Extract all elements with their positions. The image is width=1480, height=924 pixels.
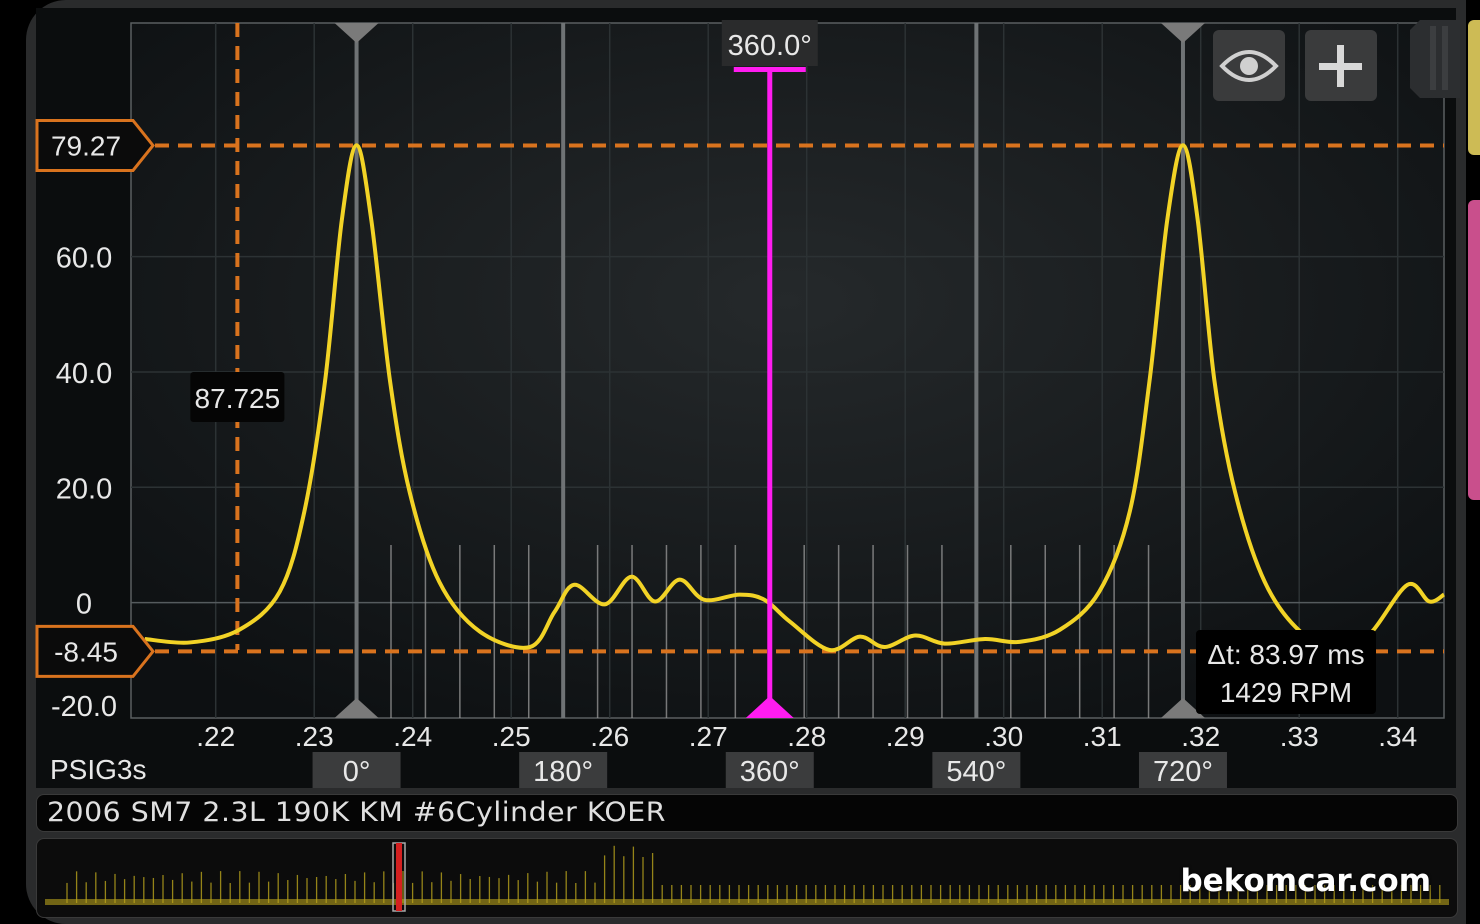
x-tick-label: .32: [1181, 721, 1220, 752]
degree-label-box: [1138, 752, 1227, 788]
cursor-value: -8.45: [54, 636, 118, 667]
x-tick-label: .31: [1083, 721, 1122, 752]
capture-title: 2006 SM7 2.3L 190K KM #6Cylinder KOER: [47, 797, 666, 828]
degree-label: 0°: [343, 756, 371, 788]
panel-drag-handle[interactable]: [1410, 20, 1460, 98]
vertical-cursor-value: 87.725: [195, 383, 281, 414]
degree-marker-top-handle: [334, 23, 379, 43]
degree-label-box: [932, 752, 1021, 788]
active-marker-label-box: [721, 20, 818, 66]
degree-marker-bottom-handle: [1160, 698, 1205, 718]
watermark: bekomcar.com: [1180, 863, 1431, 899]
overview-position-marker: [396, 843, 402, 911]
vertical-cursor-label-box: [190, 372, 285, 422]
x-tick-label: .22: [196, 721, 235, 752]
waveform-trace: [144, 143, 1446, 653]
degree-label: 720°: [1153, 756, 1213, 788]
delta-time: Δt: 83.97 ms: [1207, 639, 1364, 670]
x-tick-label: .27: [689, 721, 728, 752]
x-tick-label: .25: [492, 721, 531, 752]
y-tick-label: 60.0: [56, 243, 112, 275]
degree-marker-top-handle: [1160, 23, 1205, 43]
overview-timeline[interactable]: bekomcar.com: [36, 838, 1458, 918]
x-tick-label: .33: [1280, 721, 1319, 752]
cursor-handle[interactable]: [35, 624, 155, 678]
delta-readout: Δt: 83.97 ms 1429 RPM: [1196, 630, 1376, 714]
cursor-value: 79.27: [51, 130, 121, 161]
overview-trace: [45, 842, 1449, 912]
x-tick-label: .30: [984, 721, 1023, 752]
y-tick-label: 40.0: [56, 358, 112, 390]
add-channel-button[interactable]: [1305, 30, 1377, 101]
x-tick-label: .34: [1378, 721, 1417, 752]
x-tick-label: .23: [295, 721, 334, 752]
x-axis-label: PSIG3s: [50, 754, 146, 785]
degree-label: 180°: [533, 756, 593, 788]
channel-a-edge-tab[interactable]: [1468, 20, 1480, 155]
x-tick-label: .28: [787, 721, 826, 752]
degree-label: 540°: [946, 756, 1006, 788]
channel-b-edge-tab[interactable]: [1468, 200, 1480, 500]
active-marker-handle[interactable]: [745, 696, 794, 718]
visibility-button[interactable]: [1213, 30, 1285, 101]
plus-icon: [1319, 45, 1362, 87]
eye-icon: [1219, 50, 1279, 82]
degree-label: 360°: [740, 756, 800, 788]
cursor-handle[interactable]: [35, 118, 155, 172]
overview-baseline: [45, 899, 1449, 905]
active-marker-label: 360.0°: [728, 30, 812, 62]
degree-marker-bottom-handle: [334, 698, 379, 718]
degree-label-box: [312, 752, 401, 788]
y-tick-label: 0: [76, 589, 92, 621]
active-marker-cap: [733, 67, 806, 72]
degree-label-box: [519, 752, 608, 788]
capture-title-bar[interactable]: 2006 SM7 2.3L 190K KM #6Cylinder KOER: [36, 794, 1458, 832]
degree-label-box: [725, 752, 814, 788]
x-tick-label: .26: [590, 721, 629, 752]
y-tick-label: 20.0: [56, 473, 112, 505]
x-tick-label: .29: [886, 721, 925, 752]
y-tick-label: -20.0: [51, 691, 117, 723]
delta-rpm: 1429 RPM: [1220, 677, 1352, 708]
x-tick-label: .24: [393, 721, 432, 752]
